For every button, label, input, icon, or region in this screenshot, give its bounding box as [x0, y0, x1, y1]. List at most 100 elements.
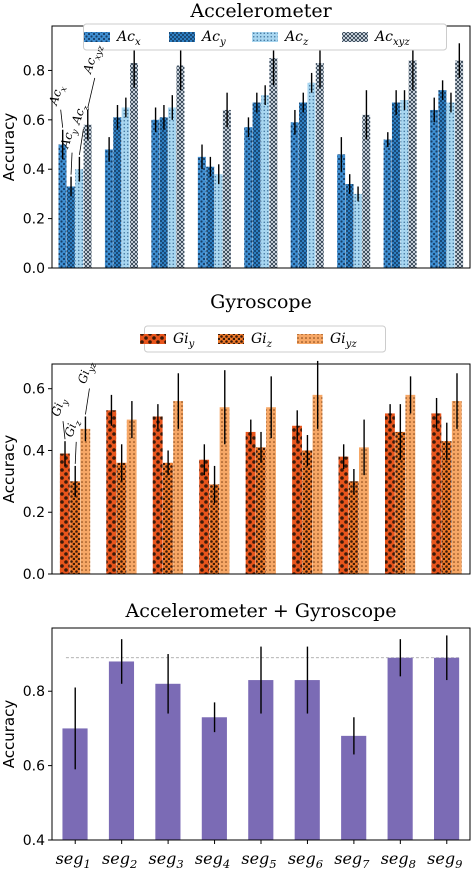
legend-entry-sub: x [135, 37, 141, 48]
annotation-arrow [60, 109, 64, 128]
bar-hatch [362, 114, 371, 269]
x-tick-label-sub: 6 [316, 857, 323, 871]
axes-frame [51, 363, 471, 575]
annotation-label-base: Ac [69, 107, 87, 127]
x-tick-label-base: seg [427, 849, 455, 868]
x-tick-label-base: seg [56, 849, 84, 868]
bar-hatch [152, 416, 163, 574]
legend-entry-base: Ac [200, 29, 220, 45]
bar-hatch [261, 95, 269, 269]
x-tick-label: seg8 [381, 849, 416, 871]
x-tick-label-base: seg [148, 849, 176, 868]
y-axis-label: Accuracy [0, 700, 18, 769]
bar-hatch [408, 60, 417, 269]
annotation-label-base: Gi [62, 422, 80, 439]
y-axis-label: Accuracy [0, 113, 18, 182]
x-tick-label-base: seg [381, 849, 409, 868]
legend-swatch-hatch [169, 32, 195, 42]
bar-hatch [441, 441, 452, 574]
bar-hatch [266, 407, 276, 574]
legend-entry-base: Ac [115, 29, 135, 45]
bar-hatch [255, 447, 266, 574]
bar-hatch [113, 117, 122, 269]
bar-hatch [315, 63, 324, 268]
y-tick-label: 0.8 [23, 684, 45, 700]
bar-hatch [455, 60, 464, 269]
annotation-label-sub: yz [86, 361, 99, 374]
bar [201, 717, 227, 840]
annotation-label-base: Ac [46, 87, 64, 107]
legend-entry-base: Gi [330, 331, 346, 347]
legend-entry-sub: y [219, 37, 226, 48]
bar-hatch [348, 481, 359, 574]
legend-entry-sub: y [188, 339, 195, 350]
annotation-label-sub: z [81, 105, 92, 114]
bar-hatch [431, 413, 442, 574]
y-tick-label: 0.8 [23, 63, 45, 79]
bar-hatch [358, 447, 369, 574]
x-tick-label: seg3 [148, 849, 183, 871]
y-tick-label: 0.6 [23, 382, 45, 398]
legend-entry: Acxyz [373, 29, 410, 48]
bar-hatch [116, 462, 127, 574]
bar-hatch [269, 58, 278, 269]
y-tick-label: 0.4 [23, 162, 45, 178]
legend-swatch-hatch [84, 32, 110, 42]
x-tick-label-sub: 3 [176, 857, 183, 871]
x-tick-label-sub: 2 [129, 857, 137, 871]
bar-hatch [104, 149, 113, 268]
bar-hatch [292, 425, 302, 574]
bar-hatch [383, 139, 392, 268]
bar-hatch [312, 394, 323, 574]
bar-hatch [222, 109, 231, 268]
bar-hatch [307, 82, 316, 268]
bar-hatch [206, 166, 215, 268]
bar-hatch [438, 90, 447, 269]
legend-entry-sub: xyz [393, 37, 410, 48]
chart-title: Accelerometer + Gyroscope [125, 600, 397, 622]
annotation-label: Acz [69, 102, 93, 128]
x-tick-label: seg7 [334, 849, 370, 871]
y-tick-label: 0.0 [23, 567, 45, 583]
bar-hatch [391, 102, 400, 268]
bar-hatch [58, 144, 67, 268]
annotation-label: Giy [49, 396, 72, 419]
bar-hatch [80, 428, 91, 574]
annotation-label: Giyz [75, 359, 99, 387]
bar [108, 661, 135, 840]
annotation-label-sub: x [59, 85, 70, 93]
bar-hatch [209, 484, 220, 574]
x-tick-label-sub: 9 [455, 857, 462, 871]
bar-hatch [121, 107, 130, 268]
bar-hatch [244, 127, 253, 268]
x-tick-label-base: seg [334, 849, 362, 868]
legend-entry-base: Gi [251, 331, 267, 347]
annotation-label: Acxyz [80, 42, 107, 77]
legend-swatch-hatch [297, 334, 323, 344]
bar [387, 657, 413, 840]
bar-hatch [219, 407, 230, 574]
bar-hatch [245, 431, 256, 574]
bar-hatch [385, 413, 395, 574]
x-tick-label-base: seg [195, 849, 223, 868]
chart-title: Gyroscope [210, 291, 312, 313]
annotation-label-sub: z [73, 419, 84, 428]
x-tick-label-sub: 5 [269, 857, 276, 871]
bar-hatch [395, 431, 406, 574]
legend-entry-base: Gi [173, 331, 189, 347]
y-tick-label: 0.6 [23, 759, 45, 775]
annotation-arrow [87, 77, 96, 109]
x-tick-label: seg5 [241, 849, 276, 871]
bar-hatch [168, 107, 177, 268]
annotation-arrow [74, 441, 77, 464]
y-tick-label: 0.0 [23, 261, 45, 277]
legend-entry: Acx [115, 29, 141, 48]
bar-hatch [451, 401, 462, 574]
x-tick-label-sub: 4 [222, 857, 230, 871]
annotation-arrow [85, 388, 90, 415]
legend-entry-sub: z [302, 37, 309, 48]
annotation-label-sub: xyz [93, 44, 107, 61]
annotation-arrow [79, 128, 84, 155]
